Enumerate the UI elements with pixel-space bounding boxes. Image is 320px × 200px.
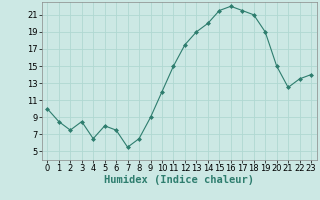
X-axis label: Humidex (Indice chaleur): Humidex (Indice chaleur): [104, 175, 254, 185]
